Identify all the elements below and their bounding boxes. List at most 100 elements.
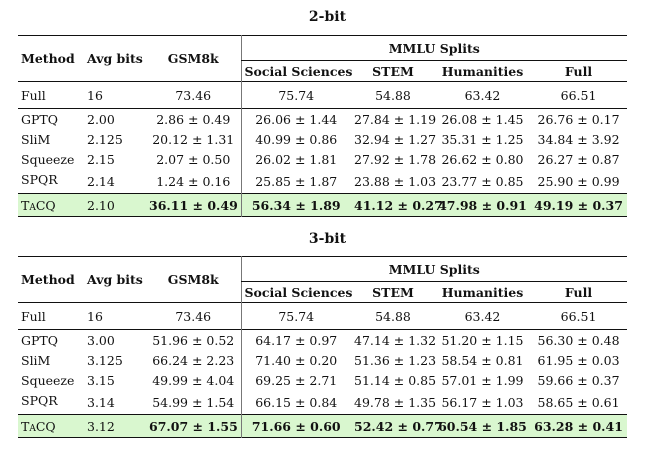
table-row: SliM 2.125 20.12 ± 1.31 40.99 ± 0.86 32.… [18,129,627,149]
cell-bits: 16 [84,302,146,330]
cell-full: 56.30 ± 0.48 [530,329,628,350]
cell-stem: 32.94 ± 1.27 [354,131,437,147]
header-humanities: Humanities [441,284,524,300]
table-row: SPQR 3.14 54.99 ± 1.54 66.15 ± 0.84 49.7… [18,390,627,415]
cell-humanities: 63.42 [435,302,530,330]
table-row-ours: TaCQ 2.10 36.11 ± 0.49 56.34 ± 1.89 41.1… [18,193,628,217]
cell-full: 49.19 ± 0.37 [530,193,628,217]
cell-bits: 3.14 [87,394,115,410]
cell-bits: 3.125 [87,352,123,368]
cell-bits: 2.14 [87,173,115,189]
results-table-2bit: Method Avg bits GSM8k MMLU Splits Social… [18,35,628,217]
cell-social: 75.74 [240,302,351,330]
cell-method: Squeeze [21,151,75,167]
cell-stem: 52.42 ± 0.77 [351,414,443,438]
cell-stem: 51.14 ± 0.85 [354,372,437,388]
header-mmlu-splits: MMLU Splits [240,256,628,282]
cell-gsm8k: 36.11 ± 0.49 [146,193,241,217]
cell-method: SliM [21,131,51,147]
cell-method: Squeeze [21,372,75,388]
cell-humanities: 26.08 ± 1.45 [435,108,530,129]
cell-humanities: 47.98 ± 0.91 [435,193,530,217]
cell-full: 26.27 ± 0.87 [537,151,620,167]
cell-social: 66.15 ± 0.84 [240,390,351,415]
cell-method: Full [18,81,84,109]
cell-humanities: 60.54 ± 1.85 [435,414,530,438]
cell-full: 61.95 ± 0.03 [537,352,620,368]
cell-stem: 54.88 [351,302,435,330]
cell-method: Full [18,302,84,330]
cell-social: 26.02 ± 1.81 [240,149,351,169]
cell-method: GPTQ [18,329,84,350]
cell-method: TaCQ [18,414,84,438]
cell-gsm8k: 1.24 ± 0.16 [156,173,231,189]
cell-method: GPTQ [18,108,84,129]
cell-stem: 47.14 ± 1.32 [351,329,436,350]
cell-full: 66.51 [530,81,628,109]
header-method: Method [21,51,75,66]
cell-humanities: 63.42 [435,81,530,109]
table-title-3bit: 3-bit [308,231,347,247]
cell-gsm8k: 49.99 ± 4.04 [152,372,235,388]
cell-gsm8k: 73.46 [146,81,241,109]
cell-bits: 2.10 [84,193,146,217]
cell-social: 56.34 ± 1.89 [240,193,351,217]
cell-stem: 27.92 ± 1.78 [354,151,437,167]
table-row-full: Full 16 73.46 75.74 54.88 63.42 66.51 [18,302,628,330]
header-mmlu-splits: MMLU Splits [240,35,628,61]
cell-full: 63.28 ± 0.41 [530,414,628,438]
cell-method: SliM [21,352,51,368]
cell-bits: 2.00 [84,108,146,129]
header-gsm8k: GSM8k [167,51,219,66]
table-row-full: Full 16 73.46 75.74 54.88 63.42 66.51 [18,81,628,109]
cell-stem: 27.84 ± 1.19 [351,108,436,129]
cell-gsm8k: 2.86 ± 0.49 [146,108,241,129]
header-gsm8k: GSM8k [167,272,219,287]
cell-bits: 2.125 [87,131,123,147]
cell-gsm8k: 54.99 ± 1.54 [152,394,235,410]
header-social-sciences: Social Sciences [240,60,352,82]
header-stem: STEM [372,284,414,300]
cell-full: 59.66 ± 0.37 [537,372,620,388]
cell-full: 25.90 ± 0.99 [537,173,620,189]
cell-bits: 2.15 [87,151,115,167]
cell-social: 71.66 ± 0.60 [240,414,351,438]
cell-social: 40.99 ± 0.86 [240,129,351,149]
header-avg-bits: Avg bits [87,272,143,287]
results-table-3bit: Method Avg bits GSM8k MMLU Splits Social… [18,256,628,438]
cell-bits: 3.00 [84,329,146,350]
table-row: Squeeze 3.15 49.99 ± 4.04 69.25 ± 2.71 5… [18,370,627,390]
table-row: GPTQ 2.00 2.86 ± 0.49 26.06 ± 1.44 27.84… [18,108,628,129]
cell-humanities: 58.54 ± 0.81 [441,352,524,368]
header-full: Full [564,284,593,300]
table-row: SliM 3.125 66.24 ± 2.23 71.40 ± 0.20 51.… [18,350,627,370]
cell-humanities: 56.17 ± 1.03 [441,394,524,410]
table-row-ours: TaCQ 3.12 67.07 ± 1.55 71.66 ± 0.60 52.4… [18,414,628,438]
cell-social: 26.06 ± 1.44 [240,108,351,129]
cell-social: 64.17 ± 0.97 [240,329,351,350]
cell-gsm8k: 20.12 ± 1.31 [152,131,235,147]
cell-method: SPQR [21,392,58,408]
header-social-sciences: Social Sciences [240,281,352,303]
cell-humanities: 23.77 ± 0.85 [441,173,524,189]
table-row: SPQR 2.14 1.24 ± 0.16 25.85 ± 1.87 23.88… [18,169,627,194]
cell-gsm8k: 73.46 [146,302,241,330]
cell-full: 58.65 ± 0.61 [537,394,620,410]
header-avg-bits: Avg bits [87,51,143,66]
cell-stem: 41.12 ± 0.27 [351,193,443,217]
table-row: GPTQ 3.00 51.96 ± 0.52 64.17 ± 0.97 47.1… [18,329,628,350]
header-stem: STEM [372,63,414,79]
cell-humanities: 26.62 ± 0.80 [441,151,524,167]
cell-social: 69.25 ± 2.71 [240,370,351,390]
cell-stem: 54.88 [351,81,435,109]
header-humanities: Humanities [441,63,524,79]
cell-gsm8k: 2.07 ± 0.50 [156,151,231,167]
cell-stem: 23.88 ± 1.03 [354,173,437,189]
cell-social: 25.85 ± 1.87 [240,169,351,194]
cell-social: 75.74 [240,81,351,109]
header-method: Method [21,272,75,287]
cell-stem: 49.78 ± 1.35 [354,394,437,410]
cell-humanities: 51.20 ± 1.15 [435,329,530,350]
cell-full: 26.76 ± 0.17 [530,108,628,129]
